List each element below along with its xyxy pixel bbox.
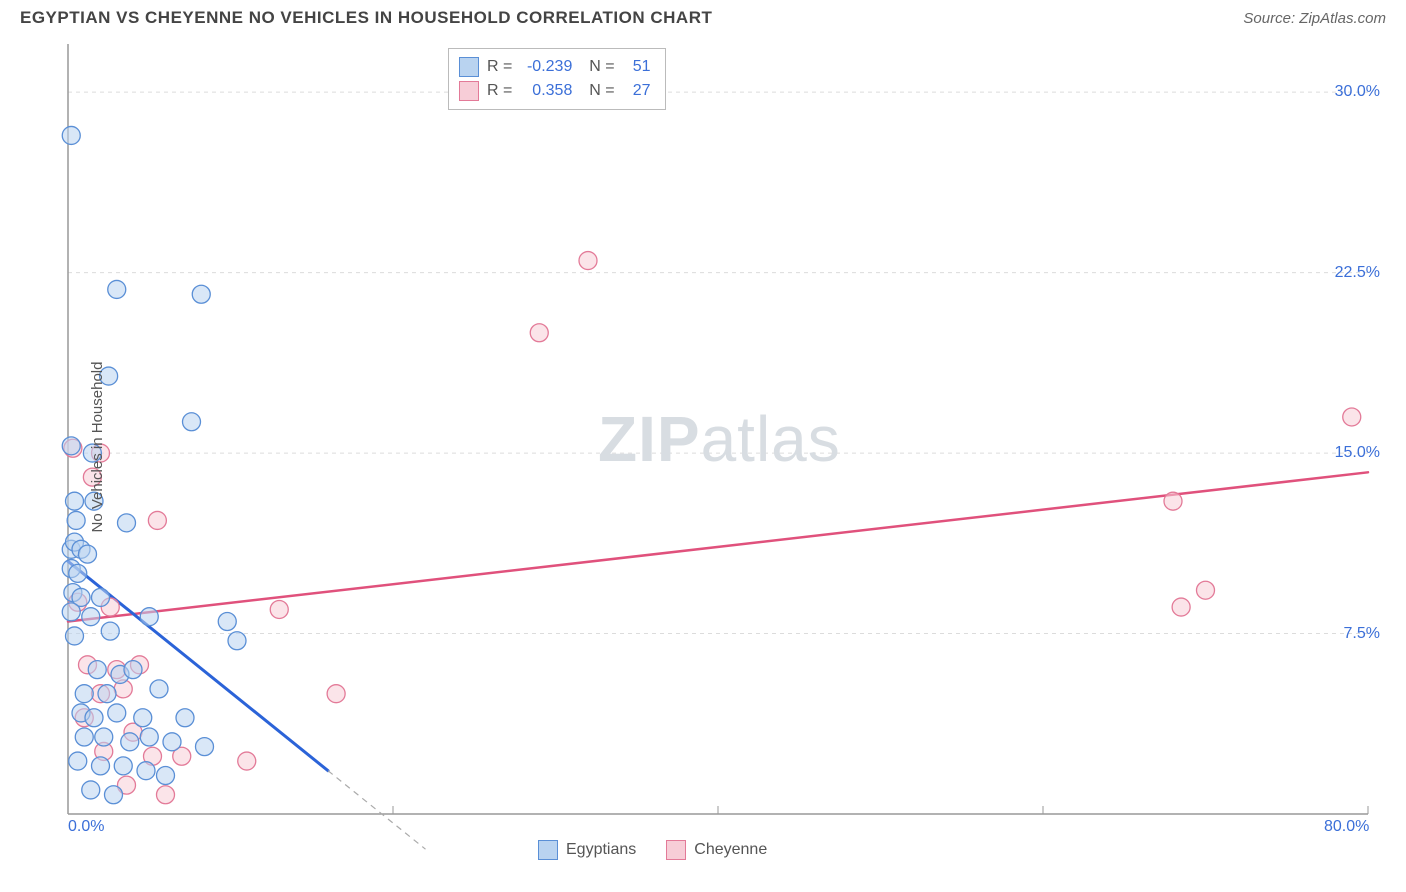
x-tick-label: 80.0% (1324, 818, 1369, 836)
legend-r-label: R = (487, 58, 512, 76)
legend-n-label: N = (580, 58, 614, 76)
series-legend: Egyptians Cheyenne (538, 840, 767, 860)
y-tick-label: 30.0% (1335, 83, 1380, 101)
y-tick-label: 15.0% (1335, 444, 1380, 462)
egyptians-label: Egyptians (566, 841, 636, 858)
chart-source: Source: ZipAtlas.com (1243, 10, 1386, 27)
swatch-blue-icon (459, 57, 479, 77)
chart-container: No Vehicles in Household ZIPatlas R = -0… (18, 32, 1388, 862)
chart-title: EGYPTIAN VS CHEYENNE NO VEHICLES IN HOUS… (20, 8, 712, 28)
cheyenne-n-value: 27 (623, 82, 651, 100)
legend-item-cheyenne: Cheyenne (666, 840, 767, 860)
legend-row-egyptians: R = -0.239 N = 51 (459, 55, 651, 79)
legend-n-label: N = (580, 82, 614, 100)
correlation-legend: R = -0.239 N = 51 R = 0.358 N = 27 (448, 48, 666, 110)
cheyenne-label: Cheyenne (694, 841, 767, 858)
source-prefix: Source: (1243, 10, 1299, 27)
legend-item-egyptians: Egyptians (538, 840, 636, 860)
swatch-pink-icon (666, 840, 686, 860)
legend-r-label: R = (487, 82, 512, 100)
egyptians-r-value: -0.239 (520, 58, 572, 76)
y-axis-label: No Vehicles in Household (89, 362, 106, 533)
source-name: ZipAtlas.com (1299, 10, 1386, 27)
swatch-pink-icon (459, 81, 479, 101)
scatter-plot (18, 32, 1388, 862)
x-tick-label: 0.0% (68, 818, 104, 836)
y-tick-label: 7.5% (1344, 625, 1380, 643)
egyptians-n-value: 51 (623, 58, 651, 76)
swatch-blue-icon (538, 840, 558, 860)
legend-row-cheyenne: R = 0.358 N = 27 (459, 79, 651, 103)
y-tick-label: 22.5% (1335, 264, 1380, 282)
cheyenne-r-value: 0.358 (520, 82, 572, 100)
